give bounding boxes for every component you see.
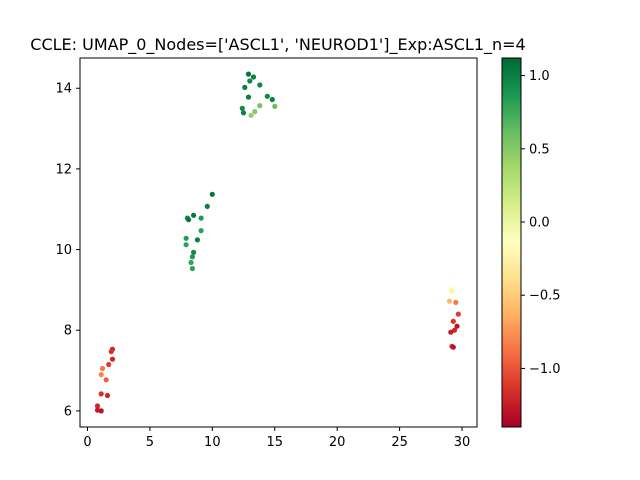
chart-title: CCLE: UMAP_0_Nodes=['ASCL1', 'NEUROD1']_… [30, 35, 525, 55]
x-tick-label: 15 [266, 435, 283, 450]
data-point [239, 105, 245, 111]
x-tick-label: 30 [454, 435, 471, 450]
x-tick-label: 25 [391, 435, 408, 450]
data-point [98, 391, 104, 397]
y-tick-label: 12 [55, 162, 72, 177]
data-point [453, 299, 459, 305]
data-point [183, 235, 189, 241]
data-point [98, 372, 104, 378]
data-point [252, 109, 258, 115]
data-point [209, 191, 215, 197]
y-tick-label: 8 [64, 324, 72, 339]
data-point [191, 249, 197, 255]
data-point [247, 78, 253, 84]
data-point [450, 318, 456, 324]
data-point [454, 323, 460, 329]
plot-frame [79, 57, 478, 428]
x-tick-label: 5 [146, 435, 154, 450]
colorbar [501, 57, 522, 428]
y-tick-label: 6 [64, 404, 72, 419]
data-point [250, 74, 257, 80]
colorbar-axis: −1.0 −0.5 0.0 0.5 1.0 [521, 69, 561, 377]
data-point [186, 217, 192, 223]
data-point [240, 110, 247, 116]
data-point [191, 212, 197, 218]
colorbar-tick-label: 0.0 [529, 216, 550, 231]
data-point [448, 329, 454, 335]
y-tick-label: 10 [55, 243, 72, 258]
data-point [104, 392, 111, 399]
data-point [245, 71, 252, 77]
data-point [108, 349, 114, 355]
data-point [198, 215, 204, 221]
data-point [446, 298, 453, 304]
y-axis: 6 8 10 12 14 [55, 82, 80, 419]
data-point [188, 259, 194, 266]
data-point [109, 356, 116, 362]
data-point [257, 103, 263, 109]
data-point [245, 94, 252, 100]
colorbar-tick-label: 0.5 [529, 142, 550, 157]
data-point [449, 288, 455, 294]
y-tick-label: 14 [55, 82, 72, 97]
data-point [94, 403, 101, 409]
data-point [269, 96, 275, 103]
x-tick-label: 10 [204, 435, 221, 450]
data-point [189, 265, 195, 272]
x-tick-label: 20 [329, 435, 346, 450]
data-point [99, 365, 106, 372]
data-point [455, 311, 461, 317]
data-point [194, 237, 200, 243]
colorbar-tick-label: −1.0 [529, 362, 561, 377]
data-point [450, 344, 456, 350]
x-axis: 0 5 10 15 20 25 30 [83, 427, 470, 450]
data-point [198, 228, 204, 234]
data-point [242, 84, 248, 90]
data-point [103, 377, 109, 383]
data-point [272, 103, 278, 109]
data-point [183, 242, 189, 248]
colorbar-tick-label: 1.0 [529, 69, 550, 84]
x-tick-label: 0 [83, 435, 91, 450]
data-point [106, 361, 112, 368]
data-point [204, 203, 210, 209]
data-point [248, 112, 254, 118]
data-point [189, 254, 195, 260]
data-point [98, 408, 104, 414]
data-point [257, 82, 263, 88]
data-point [264, 93, 270, 99]
points-layer [94, 71, 461, 414]
colorbar-tick-label: −0.5 [529, 289, 561, 304]
